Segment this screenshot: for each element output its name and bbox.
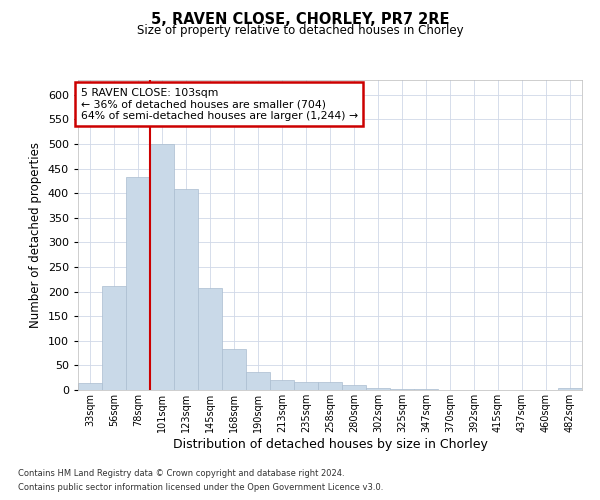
Bar bbox=[102, 286, 126, 390]
Bar bbox=[246, 372, 270, 390]
Bar bbox=[366, 388, 390, 390]
Bar bbox=[342, 385, 366, 390]
Bar bbox=[270, 380, 294, 390]
Bar bbox=[318, 382, 342, 390]
Bar bbox=[150, 144, 174, 390]
Text: 5, RAVEN CLOSE, CHORLEY, PR7 2RE: 5, RAVEN CLOSE, CHORLEY, PR7 2RE bbox=[151, 12, 449, 28]
Text: Contains public sector information licensed under the Open Government Licence v3: Contains public sector information licen… bbox=[18, 484, 383, 492]
Text: 5 RAVEN CLOSE: 103sqm
← 36% of detached houses are smaller (704)
64% of semi-det: 5 RAVEN CLOSE: 103sqm ← 36% of detached … bbox=[80, 88, 358, 121]
Bar bbox=[390, 388, 414, 390]
Y-axis label: Number of detached properties: Number of detached properties bbox=[29, 142, 42, 328]
X-axis label: Distribution of detached houses by size in Chorley: Distribution of detached houses by size … bbox=[173, 438, 487, 450]
Bar bbox=[174, 189, 198, 390]
Bar bbox=[126, 178, 150, 390]
Bar bbox=[222, 349, 246, 390]
Text: Contains HM Land Registry data © Crown copyright and database right 2024.: Contains HM Land Registry data © Crown c… bbox=[18, 468, 344, 477]
Text: Size of property relative to detached houses in Chorley: Size of property relative to detached ho… bbox=[137, 24, 463, 37]
Bar bbox=[198, 288, 222, 390]
Bar bbox=[294, 382, 318, 390]
Bar bbox=[414, 389, 438, 390]
Bar bbox=[78, 382, 102, 390]
Bar bbox=[558, 388, 582, 390]
